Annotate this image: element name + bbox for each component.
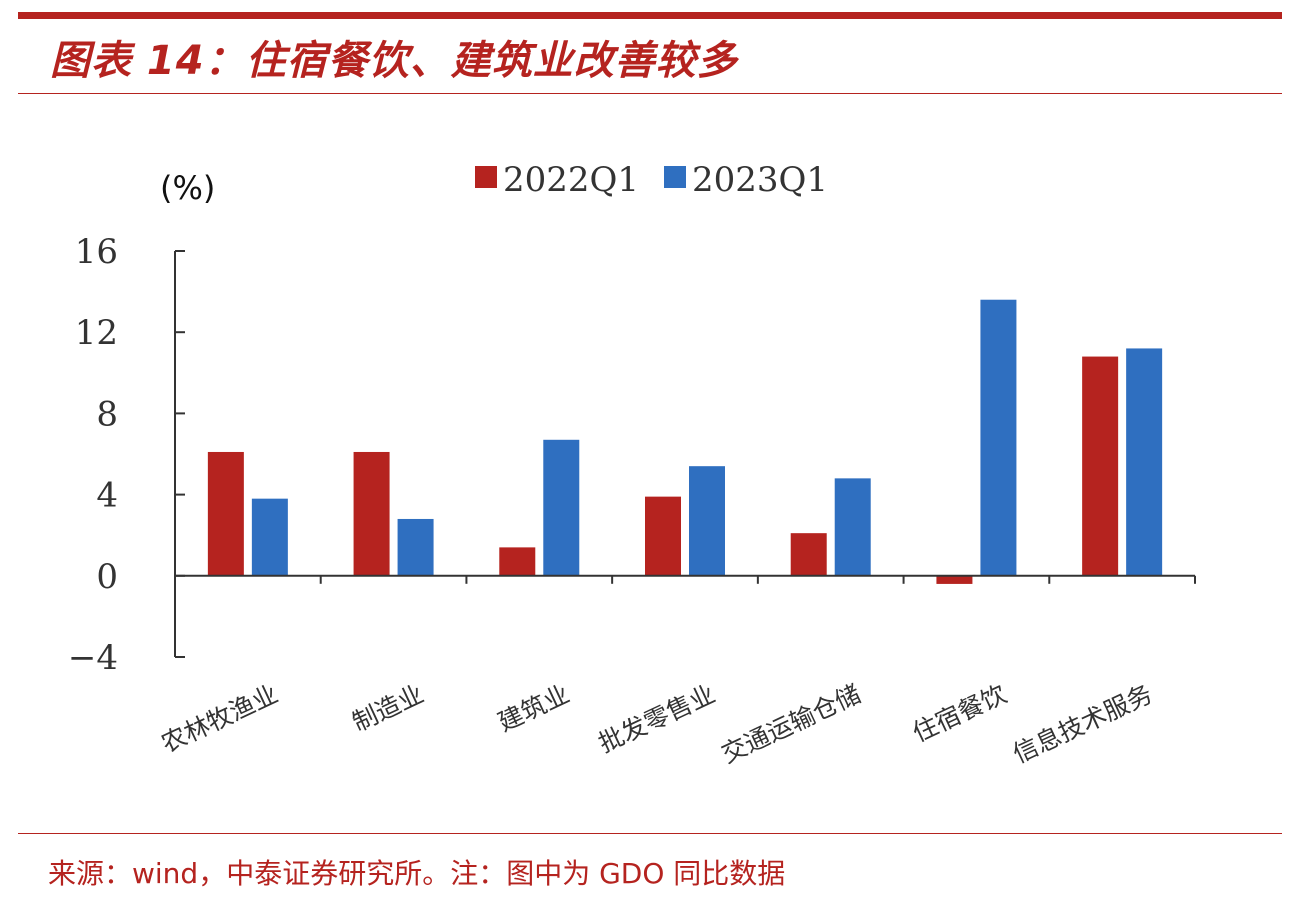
bar-2022q1 xyxy=(645,496,681,576)
legend-label-2022q1: 2022Q1 xyxy=(503,160,639,200)
y-tick-label: −4 xyxy=(68,638,118,678)
bar-2023q1 xyxy=(543,439,580,576)
source-note: 来源：wind，中泰证券研究所。注：图中为 GDO 同比数据 xyxy=(48,857,786,890)
x-category-label: 住宿餐饮 xyxy=(908,679,1011,748)
title-rule xyxy=(18,93,1282,94)
bar-2022q1 xyxy=(1082,356,1119,576)
bottom-rule xyxy=(18,833,1282,834)
y-tick-label: 16 xyxy=(75,232,118,272)
x-category-label: 农林牧渔业 xyxy=(157,679,283,758)
bar-2023q1 xyxy=(1126,348,1163,576)
bar-2022q1 xyxy=(936,575,973,584)
y-tick-label: 4 xyxy=(96,476,118,516)
bar-2023q1 xyxy=(980,299,1017,576)
bar-2022q1 xyxy=(353,451,390,576)
axes xyxy=(174,250,1196,658)
bar-2022q1 xyxy=(790,533,827,576)
legend: 2022Q1 2023Q1 xyxy=(475,160,828,200)
x-category-label: 制造业 xyxy=(348,679,428,737)
x-category-label: 建筑业 xyxy=(494,679,574,737)
bars xyxy=(207,299,1163,584)
x-category-label: 信息技术服务 xyxy=(1008,679,1156,769)
legend-swatch-2023q1 xyxy=(664,166,686,188)
y-tick-label: 12 xyxy=(75,313,118,353)
bar-2023q1 xyxy=(397,518,434,576)
y-tick-labels: 16 12 8 4 0 −4 xyxy=(68,232,118,678)
bar-2022q1 xyxy=(207,451,244,576)
bar-2023q1 xyxy=(251,498,288,576)
top-rule xyxy=(18,12,1282,19)
bar-2022q1 xyxy=(499,547,536,576)
legend-label-2023q1: 2023Q1 xyxy=(692,160,828,200)
x-category-label: 批发零售业 xyxy=(594,679,720,758)
y-tick-label: 0 xyxy=(96,557,118,597)
bar-2023q1 xyxy=(834,478,871,576)
x-category-label: 交通运输仓储 xyxy=(717,679,865,769)
page-title: 图表 14：住宿餐饮、建筑业改善较多 xyxy=(50,38,738,84)
legend-swatch-2022q1 xyxy=(475,166,497,188)
y-axis-unit-label: (%) xyxy=(160,169,215,207)
y-tick-label: 8 xyxy=(96,394,118,434)
bar-2023q1 xyxy=(689,466,725,576)
